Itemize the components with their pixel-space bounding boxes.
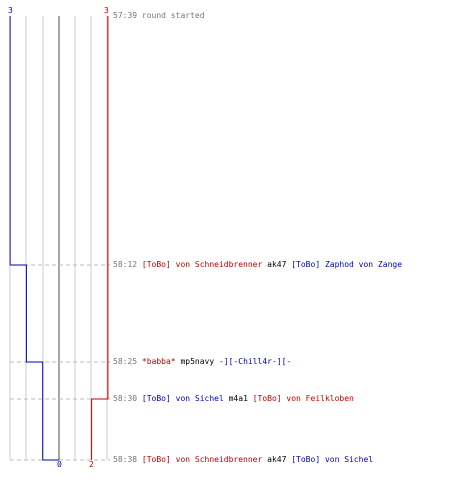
blue-team-alive-line xyxy=(9,16,59,461)
team-count-labels: 3 3 0 2 xyxy=(8,6,109,469)
event-connector-lines xyxy=(10,264,110,461)
team-count-lines xyxy=(9,16,109,461)
red-team-start-count: 3 xyxy=(104,6,109,15)
timeline-grid xyxy=(9,16,108,460)
red-team-alive-line xyxy=(91,16,109,460)
blue-team-end-count: 0 xyxy=(57,460,62,469)
red-team-end-count: 2 xyxy=(89,460,94,469)
blue-team-start-count: 3 xyxy=(8,6,13,15)
